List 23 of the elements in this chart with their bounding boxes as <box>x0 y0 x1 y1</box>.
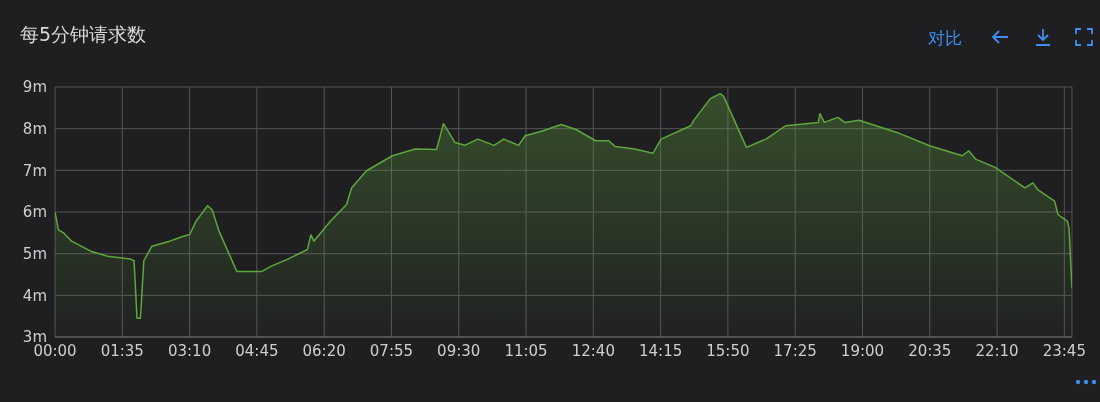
x-tick-label: 09:30 <box>437 341 481 360</box>
y-tick-label: 7m <box>22 161 47 180</box>
x-tick-label: 22:10 <box>975 341 1019 360</box>
y-tick-label: 4m <box>22 286 47 305</box>
x-tick-label: 19:00 <box>840 341 885 360</box>
x-tick-label: 17:25 <box>773 341 817 360</box>
x-tick-label: 07:55 <box>369 341 414 360</box>
y-tick-label: 9m <box>22 78 47 97</box>
x-tick-label: 14:15 <box>638 341 683 360</box>
x-tick-label: 20:35 <box>908 341 952 360</box>
y-tick-label: 8m <box>22 119 47 138</box>
text: 对比 <box>928 27 962 50</box>
chart-title: 每5分钟请求数 <box>20 22 147 47</box>
x-tick-label: 11:05 <box>504 341 548 360</box>
x-tick-label: 03:10 <box>167 341 212 360</box>
x-tick-label: 12:40 <box>571 341 615 360</box>
y-tick-label: 6m <box>22 203 47 222</box>
x-tick-label: 15:50 <box>706 341 750 360</box>
x-tick-label: 01:35 <box>100 341 144 360</box>
x-tick-label: 04:45 <box>235 341 279 360</box>
x-tick-label: 23:45 <box>1042 341 1086 360</box>
y-tick-label: 5m <box>22 244 47 263</box>
x-tick-label: 06:20 <box>302 341 346 360</box>
